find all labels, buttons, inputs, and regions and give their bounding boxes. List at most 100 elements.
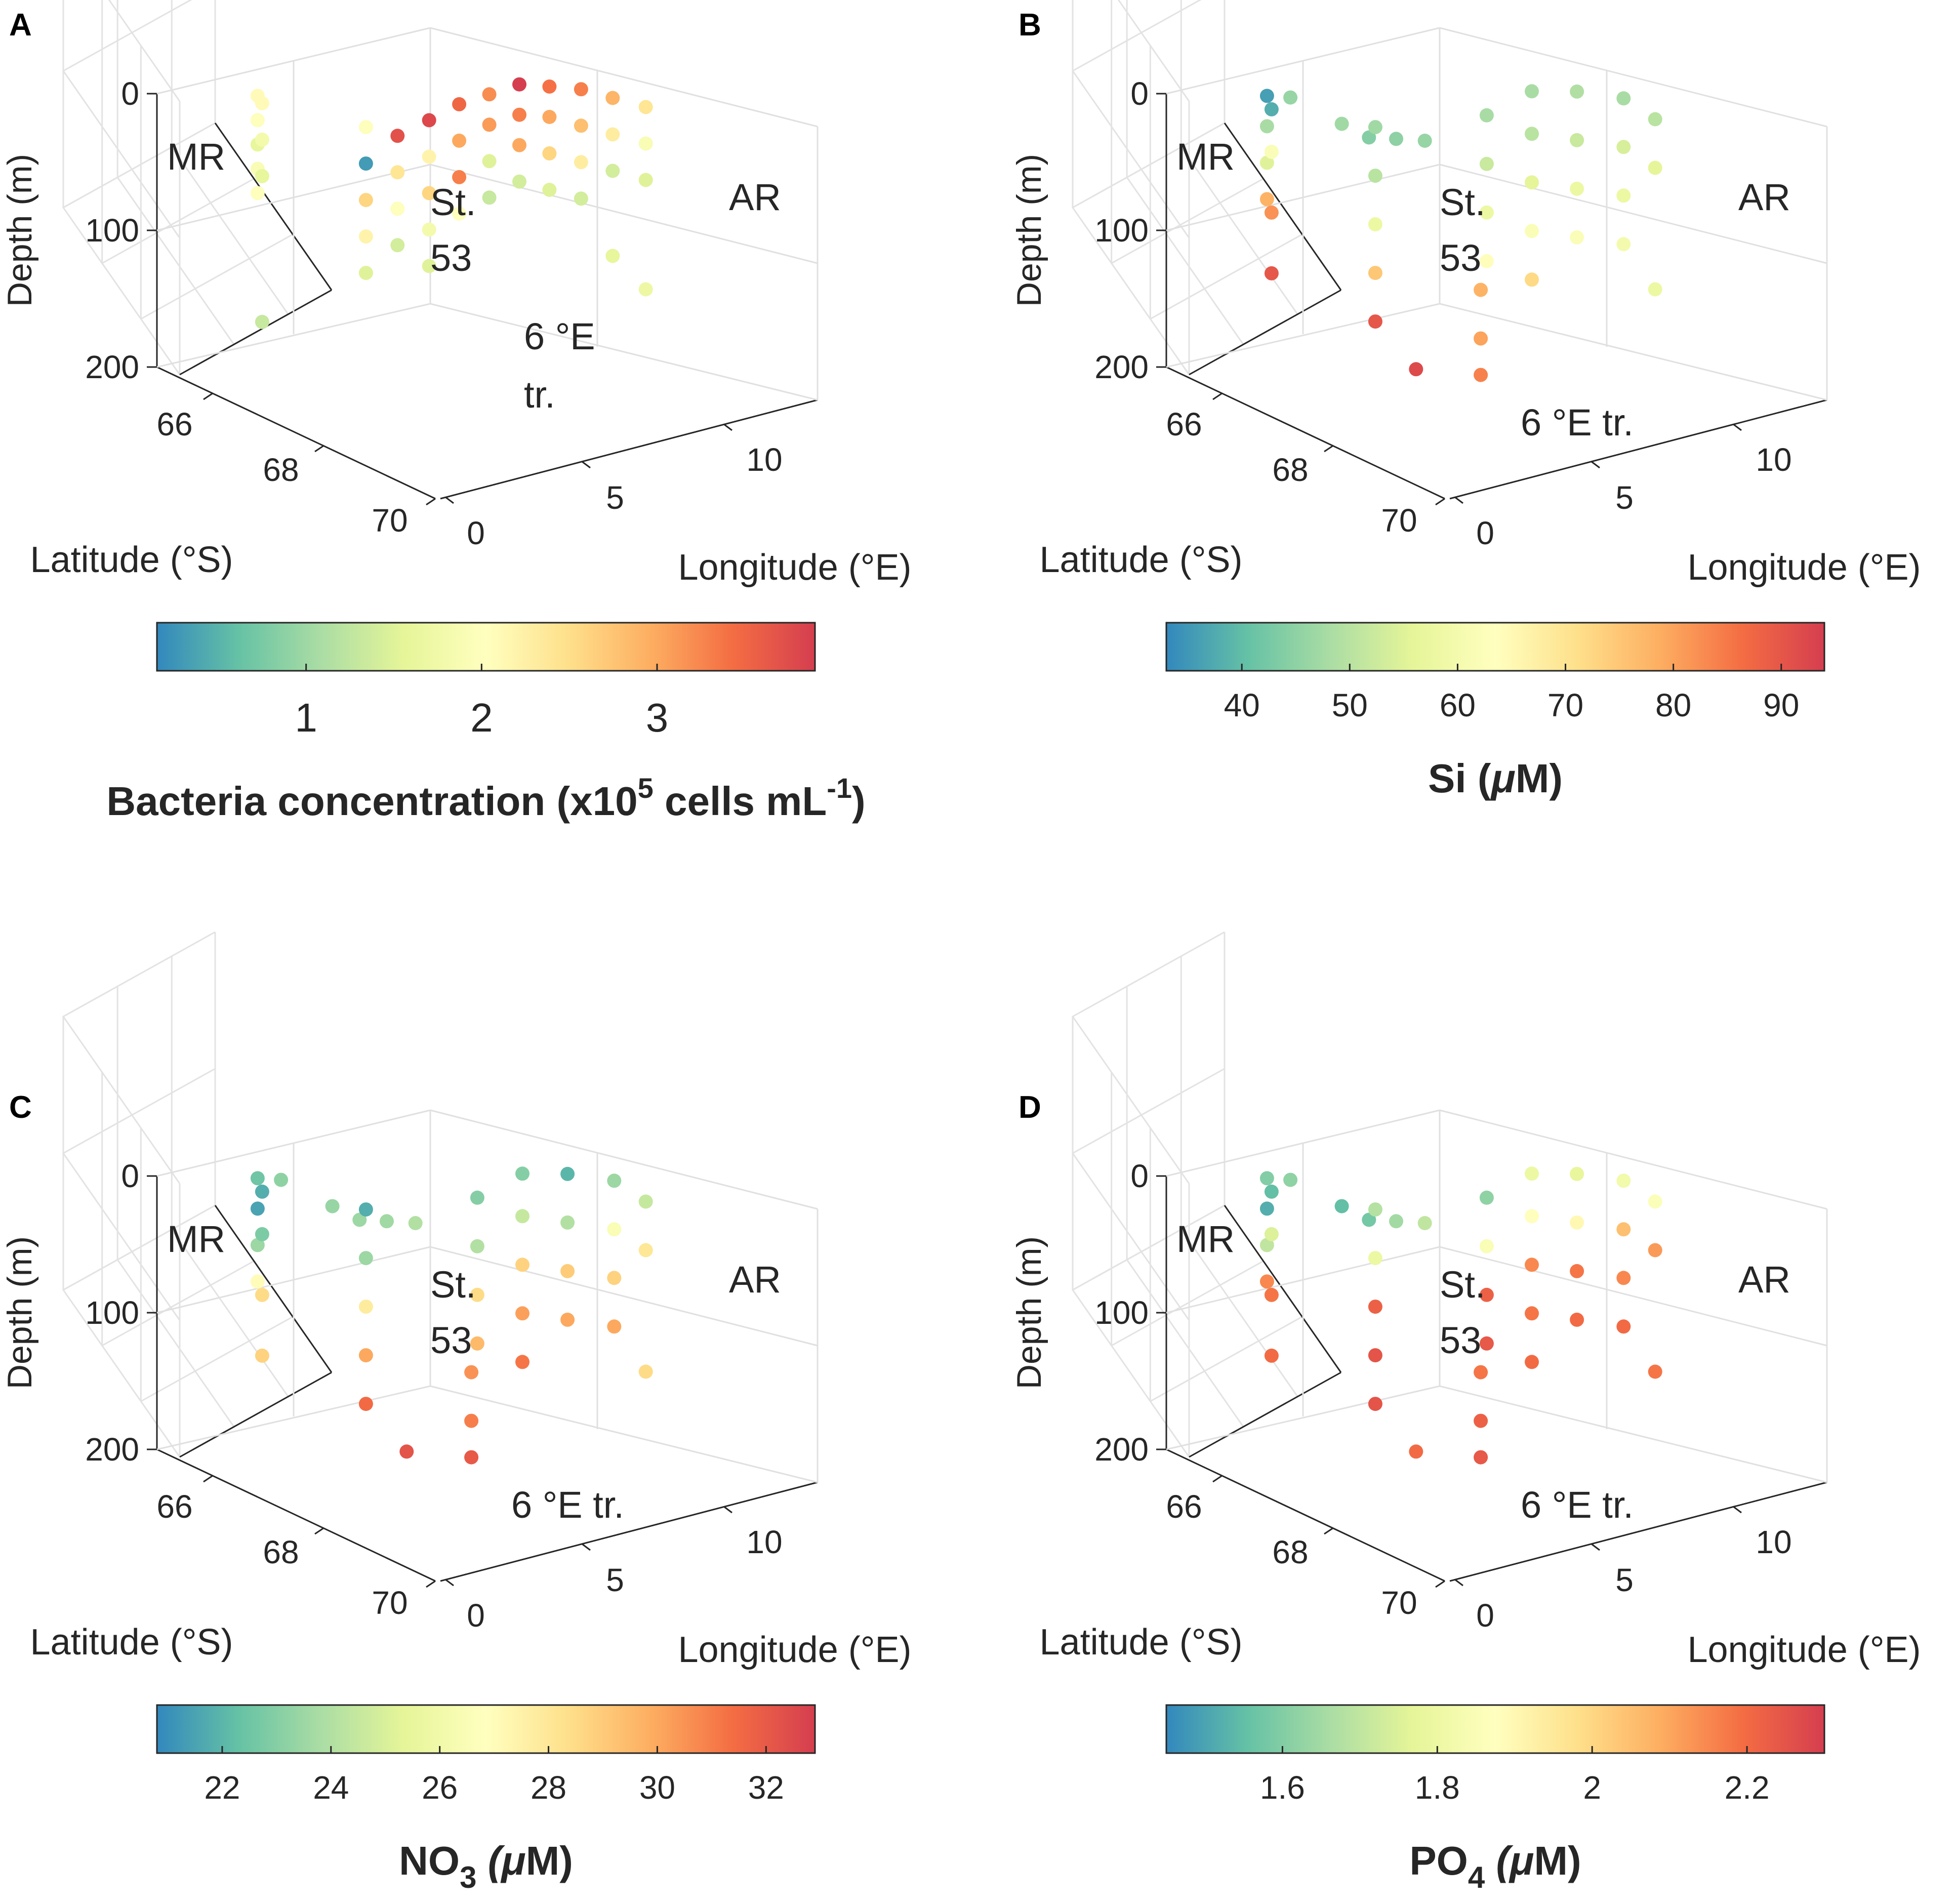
data-point bbox=[325, 1199, 340, 1213]
data-point bbox=[1259, 1238, 1274, 1252]
data-point bbox=[1648, 112, 1662, 127]
colorbar-title-part: M) bbox=[1516, 756, 1563, 801]
latitude-tick-mark bbox=[314, 1527, 324, 1535]
data-point bbox=[605, 164, 620, 178]
data-point bbox=[1479, 254, 1494, 268]
colorbar-title: Bacteria concentration (x105 cells mL-1) bbox=[106, 772, 865, 824]
data-point bbox=[1570, 1264, 1584, 1278]
colorbar-title-part: PO bbox=[1409, 1838, 1468, 1883]
colorbar-title-part: (μ bbox=[476, 1838, 525, 1883]
colorbar-tick-label: 30 bbox=[639, 1769, 675, 1806]
data-point bbox=[605, 249, 620, 263]
grid-line bbox=[1180, 1229, 1298, 1397]
data-point bbox=[1259, 155, 1274, 170]
latitude-tick-mark bbox=[1435, 1580, 1445, 1588]
longitude-tick-label: 0 bbox=[1476, 1597, 1494, 1634]
region-annotation: St. bbox=[1440, 1264, 1485, 1306]
data-point bbox=[1368, 1251, 1382, 1266]
data-point bbox=[1368, 1397, 1382, 1411]
grid-line bbox=[1180, 146, 1298, 315]
data-point bbox=[1264, 102, 1279, 116]
data-point bbox=[638, 100, 653, 114]
grid-line bbox=[62, 1068, 216, 1321]
longitude-tick-label: 0 bbox=[1476, 515, 1494, 551]
data-point bbox=[255, 1184, 269, 1199]
data-point bbox=[352, 1212, 367, 1227]
region-annotation: 53 bbox=[1440, 1319, 1481, 1361]
data-point bbox=[1648, 1194, 1662, 1209]
colorbar-tick-label: 3 bbox=[646, 695, 669, 740]
longitude-axis-label: Longitude (°E) bbox=[1687, 547, 1921, 588]
colorbar-tick-label: 90 bbox=[1763, 687, 1799, 723]
data-point bbox=[1474, 331, 1488, 346]
data-point bbox=[1264, 144, 1279, 159]
data-point bbox=[1368, 1300, 1382, 1314]
longitude-tick-label: 10 bbox=[1756, 441, 1791, 478]
longitude-axis-label: Longitude (°E) bbox=[678, 547, 911, 588]
grid-line bbox=[108, 0, 181, 102]
data-point bbox=[1525, 1209, 1539, 1224]
depth-tick-label: 200 bbox=[1094, 349, 1149, 385]
latitude-tick-label: 68 bbox=[263, 452, 299, 488]
data-point bbox=[250, 186, 265, 200]
data-point bbox=[1479, 1336, 1494, 1351]
colorbar-title-part: 5 bbox=[638, 772, 654, 804]
data-point bbox=[1479, 108, 1494, 123]
longitude-tick-label: 10 bbox=[1756, 1524, 1791, 1560]
longitude-axis-line bbox=[179, 1371, 332, 1458]
longitude-tick-mark bbox=[582, 461, 591, 469]
data-point bbox=[358, 1348, 373, 1363]
data-point bbox=[358, 1202, 373, 1217]
data-point bbox=[1525, 1355, 1539, 1369]
data-point bbox=[1362, 1212, 1376, 1227]
grid-line bbox=[430, 303, 818, 401]
data-point bbox=[1334, 1199, 1349, 1213]
data-point bbox=[422, 259, 436, 273]
data-point bbox=[1525, 175, 1539, 190]
colorbar-tick-label: 50 bbox=[1332, 687, 1368, 723]
grid-line bbox=[140, 1316, 294, 1402]
panel-d: D 0 100 200 Depth (m) 66 68 70 Latitude (°S) 0 5 10… bbox=[1010, 931, 1921, 1894]
colorbar-title: NO3 (μM) bbox=[399, 1838, 573, 1894]
data-point bbox=[605, 91, 620, 105]
longitude-axis-line bbox=[440, 399, 818, 500]
colorbar-title-part: μ bbox=[1490, 756, 1515, 801]
grid-line bbox=[1150, 233, 1303, 320]
longitude-tick-label: 5 bbox=[1615, 1562, 1634, 1598]
data-point bbox=[452, 170, 467, 184]
data-point bbox=[390, 201, 405, 216]
data-point bbox=[515, 1258, 530, 1272]
data-point bbox=[399, 1444, 414, 1459]
data-point bbox=[358, 1397, 373, 1411]
data-point bbox=[1259, 1274, 1274, 1289]
data-point bbox=[452, 97, 467, 111]
data-point bbox=[1479, 1190, 1494, 1205]
latitude-tick-mark bbox=[1212, 1475, 1223, 1483]
depth-axis-label: Depth (m) bbox=[1010, 154, 1048, 307]
grid-line bbox=[1071, 0, 1202, 238]
colorbar-tick-label: 32 bbox=[748, 1769, 784, 1806]
latitude-tick-label: 66 bbox=[1166, 406, 1202, 442]
longitude-tick-label: 5 bbox=[606, 479, 624, 516]
data-point bbox=[358, 193, 373, 208]
region-annotation: 6 °E tr. bbox=[1521, 401, 1634, 443]
longitude-tick-mark bbox=[1733, 1506, 1742, 1514]
depth-tick-label: 200 bbox=[85, 1431, 139, 1468]
data-point bbox=[542, 183, 557, 197]
longitude-tick-label: 10 bbox=[746, 441, 782, 478]
latitude-tick-mark bbox=[203, 1475, 213, 1483]
latitude-tick-label: 70 bbox=[1381, 502, 1417, 539]
colorbar bbox=[1165, 622, 1825, 672]
data-point bbox=[358, 229, 373, 244]
latitude-axis-label: Latitude (°S) bbox=[30, 540, 233, 580]
longitude-axis-line bbox=[440, 1481, 818, 1582]
data-point bbox=[470, 1190, 484, 1205]
panel-c: C 0 100 200 Depth (m) 66 68 70 Latitude (°S) 0 5 10… bbox=[1, 931, 912, 1894]
data-point bbox=[1474, 1413, 1488, 1428]
data-point bbox=[250, 113, 265, 128]
data-point bbox=[1474, 1365, 1488, 1380]
latitude-tick-mark bbox=[203, 392, 213, 400]
data-point bbox=[607, 1173, 622, 1188]
grid-line bbox=[1072, 1204, 1225, 1291]
latitude-axis-label: Latitude (°S) bbox=[1040, 1622, 1243, 1663]
